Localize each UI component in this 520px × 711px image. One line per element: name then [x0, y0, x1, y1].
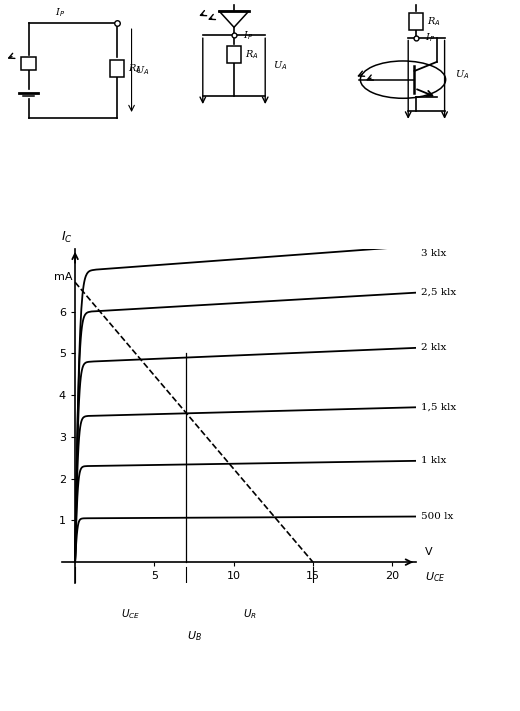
- Text: 500 lx: 500 lx: [421, 512, 453, 521]
- Text: mA: mA: [54, 272, 73, 282]
- Text: $U_B$: $U_B$: [187, 629, 202, 643]
- Bar: [227, 46, 241, 63]
- Text: 2 klx: 2 klx: [421, 343, 446, 353]
- Text: U$_A$: U$_A$: [135, 64, 150, 77]
- Text: +U$_B$: +U$_B$: [406, 0, 428, 2]
- Text: V: V: [425, 547, 432, 557]
- Bar: [110, 60, 124, 77]
- Text: I$_P$: I$_P$: [425, 31, 436, 44]
- Text: $I_C$: $I_C$: [61, 230, 73, 245]
- Polygon shape: [219, 11, 249, 27]
- Text: 3 klx: 3 klx: [421, 249, 446, 257]
- Text: R$_A$: R$_A$: [245, 48, 259, 61]
- Bar: [21, 58, 36, 70]
- Text: R$_A$: R$_A$: [427, 15, 441, 28]
- Circle shape: [360, 61, 446, 98]
- Text: +U$_B$: +U$_B$: [224, 0, 246, 2]
- Text: I$_P$: I$_P$: [243, 29, 254, 42]
- Text: $U_{CE}$: $U_{CE}$: [425, 570, 445, 584]
- Text: I$_P$: I$_P$: [55, 6, 65, 18]
- Text: $U_R$: $U_R$: [242, 606, 256, 621]
- Text: 2,5 klx: 2,5 klx: [421, 288, 456, 297]
- Text: R$_A$: R$_A$: [128, 62, 142, 75]
- Text: $U_{CE}$: $U_{CE}$: [121, 606, 140, 621]
- Bar: [409, 13, 423, 30]
- Text: 1,5 klx: 1,5 klx: [421, 403, 456, 412]
- Text: U$_A$: U$_A$: [455, 68, 470, 81]
- Text: U$_A$: U$_A$: [273, 59, 288, 72]
- Text: 1 klx: 1 klx: [421, 456, 446, 466]
